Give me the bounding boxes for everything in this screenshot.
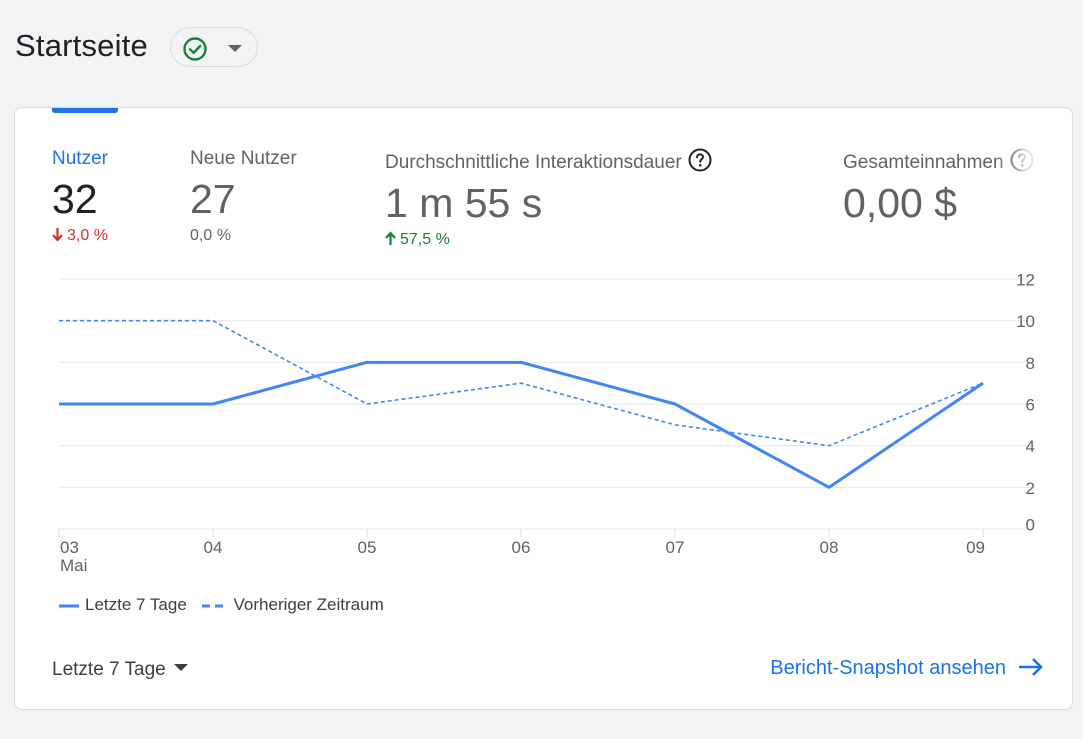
- metric-value: 27: [190, 176, 236, 222]
- y-tick-label: 12: [1016, 270, 1035, 289]
- x-tick-label: 06: [512, 538, 531, 557]
- metric-label: Gesamteinnahmen: [843, 152, 1004, 173]
- metric-label: Nutzer: [52, 148, 108, 169]
- series-line-previous-period: [59, 319, 984, 447]
- metric-change: 3,0 %: [67, 227, 108, 244]
- metric-value: 0,00 $: [843, 180, 957, 226]
- x-tick-label: 05: [358, 538, 377, 557]
- date-range-label: Letzte 7 Tage: [52, 659, 166, 680]
- legend-label: Vorheriger Zeitraum: [233, 595, 384, 614]
- dashed-line-swatch: [201, 604, 228, 608]
- metric-tab-new-users[interactable]: Neue Nutzer 27 0,0 %: [190, 148, 297, 245]
- page-title: Startseite: [15, 28, 148, 63]
- arrow-right-icon: [1019, 658, 1043, 676]
- chevron-down-icon: [173, 664, 188, 671]
- y-tick-label: 4: [1026, 437, 1035, 456]
- series-line-last-7-days: [59, 360, 984, 489]
- metric-value: 1 m 55 s: [385, 180, 543, 226]
- y-tick-label: 0: [1026, 515, 1035, 534]
- y-tick-label: 8: [1026, 354, 1035, 373]
- legend-label: Letzte 7 Tage: [85, 595, 187, 614]
- x-tick-label: 03: [60, 538, 79, 557]
- check-circle-icon: [183, 37, 207, 61]
- y-tick-label: 2: [1026, 479, 1035, 498]
- chevron-down-icon: [228, 45, 242, 52]
- active-tab-indicator: [52, 108, 118, 113]
- help-icon[interactable]: [688, 148, 712, 172]
- chart-legend: Letzte 7 Tage Vorheriger Zeitraum: [59, 595, 394, 615]
- y-tick-label: 10: [1016, 312, 1035, 331]
- date-range-dropdown[interactable]: Letzte 7 Tage: [52, 659, 188, 681]
- metric-change: 0,0 %: [190, 227, 231, 244]
- metric-value: 32: [52, 176, 98, 222]
- view-report-snapshot-link[interactable]: Bericht-Snapshot ansehen: [770, 657, 1044, 680]
- legend-item-previous: Vorheriger Zeitraum: [201, 595, 384, 615]
- y-tick-label: 6: [1026, 395, 1035, 414]
- metric-tab-users[interactable]: Nutzer 32 3,0 %: [52, 148, 108, 245]
- arrow-down-icon: [52, 228, 63, 242]
- x-tick-label: 08: [820, 538, 839, 557]
- x-tick-label: 04: [204, 538, 223, 557]
- solid-line-swatch: [59, 604, 79, 608]
- legend-item-current: Letzte 7 Tage: [59, 595, 187, 615]
- x-tick-label: 09: [966, 538, 985, 557]
- status-dropdown-button[interactable]: [170, 27, 258, 67]
- metric-label: Durchschnittliche Interaktionsdauer: [385, 152, 682, 173]
- arrow-up-icon: [385, 231, 396, 245]
- metric-tab-engagement-time[interactable]: Durchschnittliche Interaktionsdauer 1 m …: [385, 148, 712, 249]
- overview-card: Nutzer 32 3,0 % Neue Nutzer 27 0,0 % Dur…: [14, 107, 1073, 710]
- x-tick-label: 07: [666, 538, 685, 557]
- metric-label: Neue Nutzer: [190, 148, 297, 169]
- x-axis-month-label: Mai: [60, 556, 87, 575]
- metric-change: 57,5 %: [400, 231, 450, 248]
- report-link-label: Bericht-Snapshot ansehen: [770, 657, 1006, 679]
- metric-tab-revenue[interactable]: Gesamteinnahmen 0,00 $: [843, 148, 1034, 227]
- line-chart: 0 2 4 6 8 10 12 03 04 05 06 07 08 09 Mai: [58, 270, 1035, 575]
